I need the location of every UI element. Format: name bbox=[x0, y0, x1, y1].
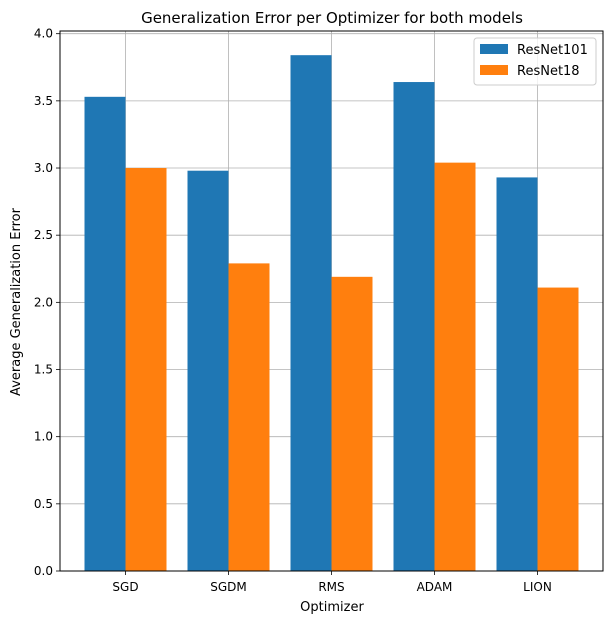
legend-swatch bbox=[480, 65, 508, 75]
y-tick-label: 0.0 bbox=[34, 564, 53, 578]
x-tick-label: ADAM bbox=[417, 580, 453, 594]
y-tick-label: 4.0 bbox=[34, 27, 53, 41]
x-tick-label: RMS bbox=[318, 580, 344, 594]
bar-resnet101-lion bbox=[496, 177, 538, 571]
bars bbox=[84, 55, 579, 572]
bar-resnet18-rms bbox=[331, 276, 373, 571]
x-tick-label: SGDM bbox=[210, 580, 247, 594]
y-tick-label: 1.5 bbox=[34, 363, 53, 377]
bar-resnet18-sgd bbox=[125, 168, 167, 571]
y-tick-label: 3.0 bbox=[34, 161, 53, 175]
x-axis-ticks: SGD SGDM RMS ADAM LION bbox=[112, 571, 552, 594]
x-tick-label: LION bbox=[523, 580, 552, 594]
x-axis-title: Optimizer bbox=[300, 600, 364, 615]
legend-label: ResNet18 bbox=[517, 64, 580, 79]
y-tick-label: 3.5 bbox=[34, 94, 53, 108]
bar-resnet101-sgd bbox=[84, 96, 126, 571]
bar-resnet18-adam bbox=[434, 162, 476, 571]
legend-swatch bbox=[480, 44, 508, 54]
bar-resnet18-lion bbox=[537, 287, 579, 571]
y-tick-label: 0.5 bbox=[34, 497, 53, 511]
x-tick-label: SGD bbox=[112, 580, 138, 594]
legend: ResNet101 ResNet18 bbox=[473, 37, 597, 86]
y-axis-ticks: 0.0 0.5 1.0 1.5 2.0 2.5 3.0 3.5 4.0 bbox=[34, 27, 60, 578]
y-axis-title: Average Generalization Error bbox=[9, 207, 24, 396]
bar-resnet101-rms bbox=[290, 55, 332, 572]
y-tick-label: 2.0 bbox=[34, 295, 53, 309]
legend-label: ResNet101 bbox=[517, 43, 588, 58]
bar-resnet101-adam bbox=[393, 82, 435, 572]
y-tick-label: 1.0 bbox=[34, 430, 53, 444]
bar-resnet18-sgdm bbox=[228, 263, 270, 571]
y-tick-label: 2.5 bbox=[34, 228, 53, 242]
chart-title: Generalization Error per Optimizer for b… bbox=[141, 9, 523, 27]
bar-resnet101-sgdm bbox=[187, 170, 229, 572]
